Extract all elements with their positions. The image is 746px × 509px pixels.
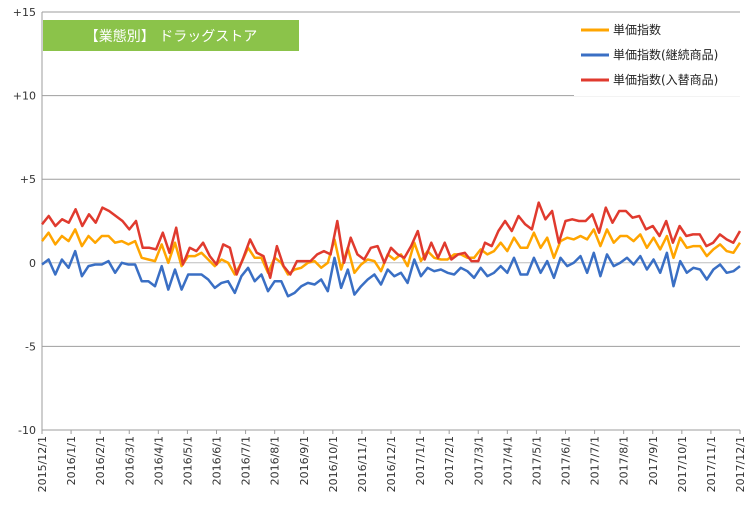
y-tick-label: +5	[20, 173, 36, 186]
axes	[41, 12, 741, 434]
series-line-2	[41, 249, 741, 298]
x-tick-label: 2016/10/1	[327, 436, 340, 492]
series-line-1	[41, 228, 742, 276]
legend-label-2: 単価指数(継続商品)	[613, 47, 718, 62]
x-tick-label: 2017/2/1	[443, 436, 456, 485]
x-tick-label: 2015/12/1	[36, 436, 49, 492]
y-tick-label: 0	[29, 257, 36, 270]
x-tick-label: 2017/6/1	[560, 436, 573, 485]
legend-label-1: 単価指数	[613, 22, 661, 37]
x-tick-label: 2016/4/1	[152, 436, 165, 485]
series-line-3	[41, 201, 742, 280]
x-tick-label: 2016/9/1	[298, 436, 311, 485]
x-tick-label: 2017/11/1	[705, 436, 718, 492]
x-tick-label: 2017/3/1	[472, 436, 485, 485]
x-axis-tick-labels: 2015/12/1 2016/1/1 2016/2/1 2016/3/1 2016/4/…	[36, 436, 746, 492]
y-tick-label: -5	[25, 340, 36, 353]
y-axis-tick-labels: -10 -5 0 +5 +10 +15	[13, 6, 36, 437]
x-tick-label: 2016/3/1	[123, 436, 136, 485]
x-tick-label: 2016/7/1	[240, 436, 253, 485]
x-tick-label: 2017/1/1	[414, 436, 427, 485]
x-tick-label: 2016/12/1	[385, 436, 398, 492]
x-tick-label: 2016/6/1	[211, 436, 224, 485]
series-lines	[41, 201, 742, 298]
x-tick-label: 2016/5/1	[181, 436, 194, 485]
legend-label-3: 単価指数(入替商品)	[613, 72, 718, 87]
y-tick-label: +10	[13, 90, 36, 103]
x-tick-label: 2016/8/1	[269, 436, 282, 485]
x-tick-label: 2017/7/1	[589, 436, 602, 485]
x-tick-label: 2017/5/1	[530, 436, 543, 485]
y-tick-label: +15	[13, 6, 36, 19]
x-tick-label: 2016/2/1	[94, 436, 107, 485]
x-tick-label: 2017/9/1	[647, 436, 660, 485]
y-tick-label: -10	[18, 424, 36, 437]
chart-title-box: 【業態別】 ドラッグストア	[43, 20, 299, 51]
chart-title: 【業態別】 ドラッグストア	[85, 29, 257, 45]
title-background	[43, 20, 299, 51]
x-tick-label: 2016/11/1	[356, 436, 369, 492]
x-tick-label: 2017/10/1	[676, 436, 689, 492]
x-tick-label: 2016/1/1	[65, 436, 78, 485]
x-tick-label: 2017/4/1	[501, 436, 514, 485]
x-tick-label: 2017/8/1	[618, 436, 631, 485]
x-tick-label: 2017/12/1	[734, 436, 746, 492]
